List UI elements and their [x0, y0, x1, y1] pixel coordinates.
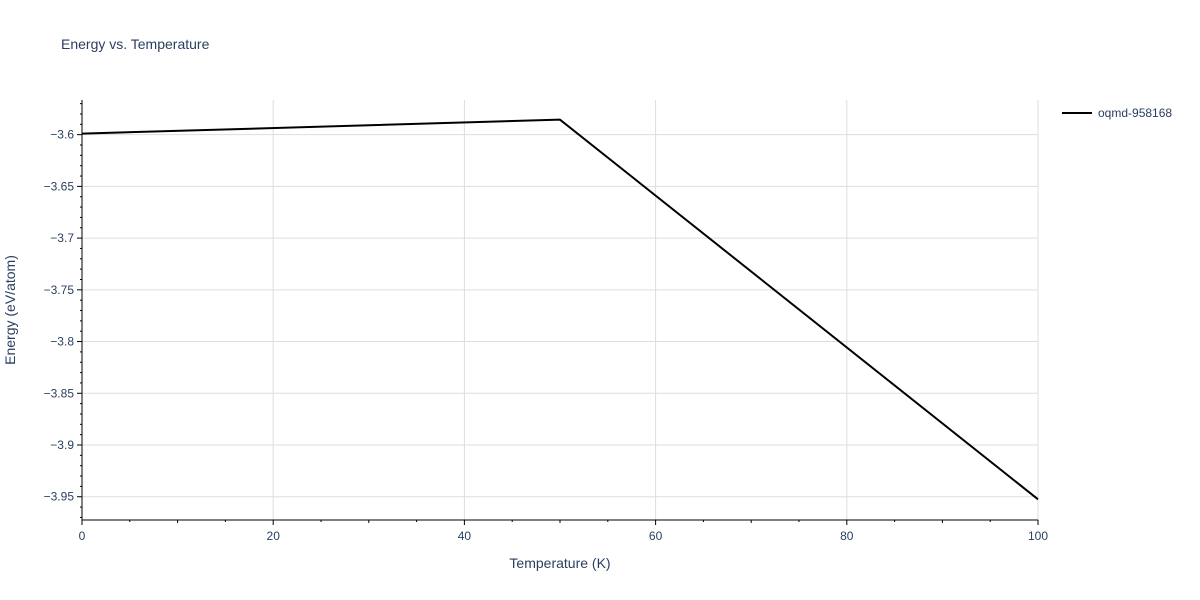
x-tick-label: 40: [458, 529, 472, 543]
y-tick-label: −3.6: [50, 128, 74, 142]
series-layer: [81, 118, 1039, 501]
chart-title: Energy vs. Temperature: [61, 36, 210, 52]
y-axis-title: Energy (eV/atom): [2, 255, 18, 365]
x-axis-title: Temperature (K): [509, 555, 610, 571]
grid-lines: [82, 100, 1039, 520]
x-tick-label: 20: [267, 529, 281, 543]
tick-labels: 0 20 40 60 80 100 −3.6 −3.65 −3.7 −3.75 −3.8 −3.85 −…: [44, 128, 1049, 543]
x-tick-label: 100: [1028, 529, 1048, 543]
x-tick-label: 0: [79, 529, 86, 543]
legend-swatch: [1062, 112, 1092, 114]
y-tick-label: −3.65: [44, 179, 75, 193]
y-tick-label: −3.95: [44, 490, 75, 504]
legend[interactable]: oqmd-958168: [1062, 106, 1172, 120]
series-line: [81, 118, 1039, 501]
y-tick-label: −3.85: [44, 386, 75, 400]
y-tick-label: −3.8: [50, 335, 74, 349]
x-tick-label: 80: [840, 529, 854, 543]
y-tick-label: −3.9: [50, 438, 74, 452]
axes: [77, 100, 1039, 525]
legend-label: oqmd-958168: [1098, 106, 1173, 120]
y-tick-label: −3.75: [44, 283, 75, 297]
x-tick-label: 60: [649, 529, 663, 543]
y-tick-label: −3.7: [50, 231, 74, 245]
